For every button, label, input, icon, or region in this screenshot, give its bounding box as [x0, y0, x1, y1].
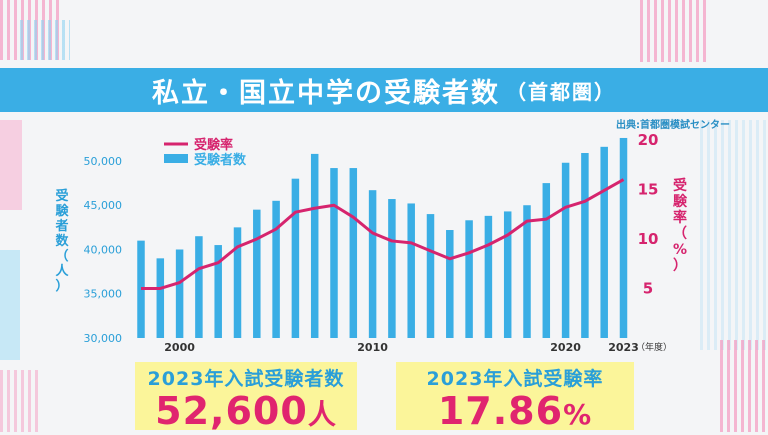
legend-label-applicants: 受験者数	[194, 152, 247, 168]
kpi-applicants-unit: 人	[307, 398, 337, 431]
bar-2004	[253, 209, 261, 338]
y-left-tick-label: 30,000	[84, 332, 123, 345]
y-left-tick-label: 40,000	[84, 243, 123, 256]
legend-bar-swatch	[164, 154, 188, 163]
bar-2016	[484, 215, 493, 338]
decor-stripes-right	[700, 120, 768, 350]
bar-2021	[581, 153, 589, 338]
bar-2002	[214, 245, 222, 338]
kpi-rate: 2023年入試受験率 17.86%	[396, 362, 634, 431]
y-left-tick-label: 50,000	[84, 155, 123, 168]
bar-2018	[523, 205, 531, 338]
kpi-applicants-label: 2023年入試受験者数	[147, 368, 345, 390]
y-right-tick-label: 15	[638, 180, 659, 198]
decor-stripes-bottom-left	[0, 370, 40, 432]
bar-2019	[542, 183, 551, 338]
x-tick-label: 2000	[164, 341, 195, 354]
x-tick-label: 2020	[550, 341, 581, 354]
legend-label-rate: 受験率	[194, 137, 233, 153]
bar-2012	[407, 203, 415, 338]
bar-2009	[349, 168, 358, 338]
decor-block-left-blue	[0, 250, 20, 360]
bar-2008	[330, 168, 338, 338]
title-band: 私立・国立中学の受験者数 （首都圏）	[0, 68, 768, 112]
bar-2001	[195, 236, 203, 338]
y-right-axis-label: 受験率（%）	[673, 177, 688, 274]
decor-stripes-top-right	[640, 0, 710, 62]
source-note: 出典:首都圏模試センター	[616, 120, 730, 131]
kpi-rate-value: 17.86%	[438, 391, 592, 435]
bar-2003	[233, 227, 242, 338]
kpi-applicants: 2023年入試受験者数 52,600人	[135, 362, 357, 431]
line-acceptance-rate	[141, 178, 625, 290]
y-right-tick-label: 5	[643, 279, 653, 297]
bar-2014	[446, 230, 454, 338]
page-title-suffix: （首都圏）	[506, 79, 616, 104]
x-tick-label: 2010	[357, 341, 388, 354]
bar-2007	[310, 153, 319, 338]
decor-stripes-top-left-blue	[20, 20, 70, 60]
decor-stripes-bottom-right	[720, 340, 768, 432]
bar-2010	[368, 190, 377, 338]
bar-2011	[388, 199, 396, 338]
bar-2000	[175, 249, 184, 338]
bar-2015	[465, 220, 473, 338]
bar-2023	[619, 137, 628, 338]
y-left-tick-label: 35,000	[84, 288, 123, 301]
kpi-rate-unit: %	[563, 398, 593, 431]
bar-2020	[561, 162, 570, 338]
kpi-applicants-value: 52,600人	[155, 391, 337, 435]
bar-1999	[156, 258, 165, 338]
page-title: 私立・国立中学の受験者数	[152, 77, 500, 109]
bar-2017	[503, 211, 512, 338]
kpi-rate-number: 17.86	[437, 389, 564, 433]
y-right-tick-label: 10	[638, 230, 659, 248]
bar-2022	[600, 146, 608, 338]
y-left-tick-label: 45,000	[84, 199, 123, 212]
x-axis-unit: （年度）	[636, 341, 672, 353]
bar-2013	[426, 214, 435, 338]
kpi-applicants-number: 52,600	[155, 389, 308, 433]
y-left-axis-label: 受験者数（人）	[54, 188, 69, 294]
kpi-rate-label: 2023年入試受験率	[426, 368, 604, 390]
y-right-tick-label: 20	[638, 131, 659, 149]
decor-block-left-pink	[0, 120, 22, 210]
bar-2006	[291, 178, 300, 338]
bar-2005	[272, 200, 280, 338]
x-tick-label: 2023	[608, 341, 639, 354]
